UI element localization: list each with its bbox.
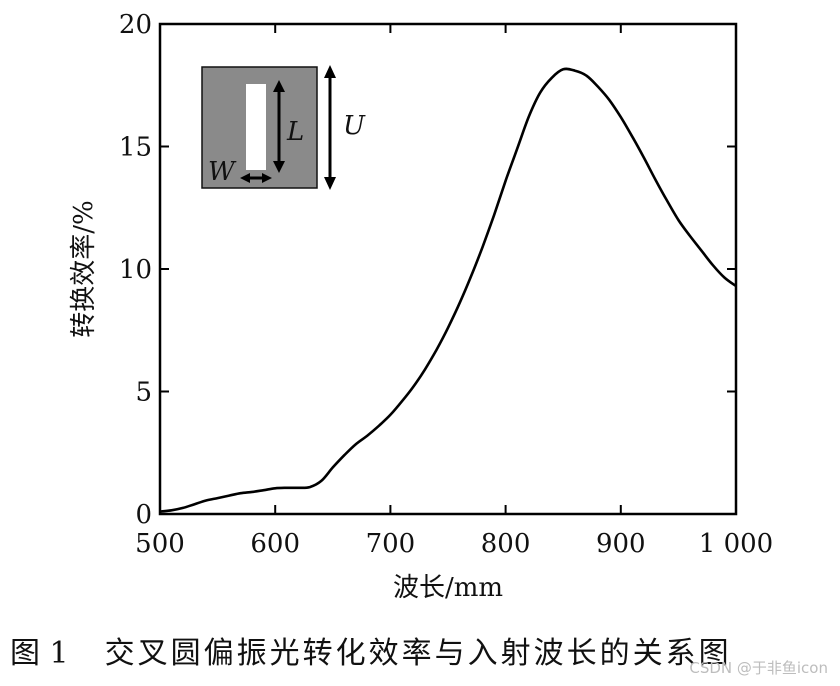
period-arrow-head-bottom — [324, 177, 336, 190]
efficiency-curve — [159, 67, 737, 513]
width-arrow-head-right — [262, 173, 272, 183]
length-arrow-head-bottom — [273, 161, 285, 173]
y-tick-label: 0 — [135, 500, 152, 530]
inset-label-period: U — [343, 111, 366, 141]
period-arrow-head-top — [324, 65, 336, 78]
x-tick-label: 900 — [596, 529, 646, 559]
x-tick-label: 800 — [481, 529, 531, 559]
watermark: CSDN @于非鱼icon — [689, 659, 828, 677]
x-tick-label: 500 — [135, 529, 185, 559]
y-tick-label: 20 — [119, 10, 152, 40]
inset-label-width: W — [208, 157, 237, 187]
efficiency-wavelength-chart: 500 600 700 800 900 1 00005101520波长/mm转换效率/% … — [69, 10, 773, 603]
width-arrow-head-left — [240, 173, 250, 183]
y-tick-label: 10 — [119, 255, 152, 285]
figure-caption-text: 交叉圆偏振光转化效率与入射波长的关系图 — [104, 636, 732, 671]
figure-caption: 图 1 交叉圆偏振光转化效率与入射波长的关系图 — [0, 628, 840, 672]
y-tick-label: 5 — [135, 378, 152, 408]
unit-cell-inset: L W U — [201, 65, 366, 190]
figure-number: 图 1 — [10, 636, 69, 671]
x-tick-label: 700 — [366, 529, 416, 559]
x-axis-label: 波长/mm — [393, 573, 503, 603]
y-axis-label: 转换效率/% — [69, 200, 99, 337]
x-tick-label: 1 000 — [699, 529, 773, 559]
y-tick-label: 15 — [119, 133, 152, 163]
inset-slot — [246, 84, 266, 170]
inset-label-length: L — [286, 117, 304, 147]
x-tick-label: 600 — [250, 529, 300, 559]
length-arrow-head-top — [273, 80, 285, 92]
